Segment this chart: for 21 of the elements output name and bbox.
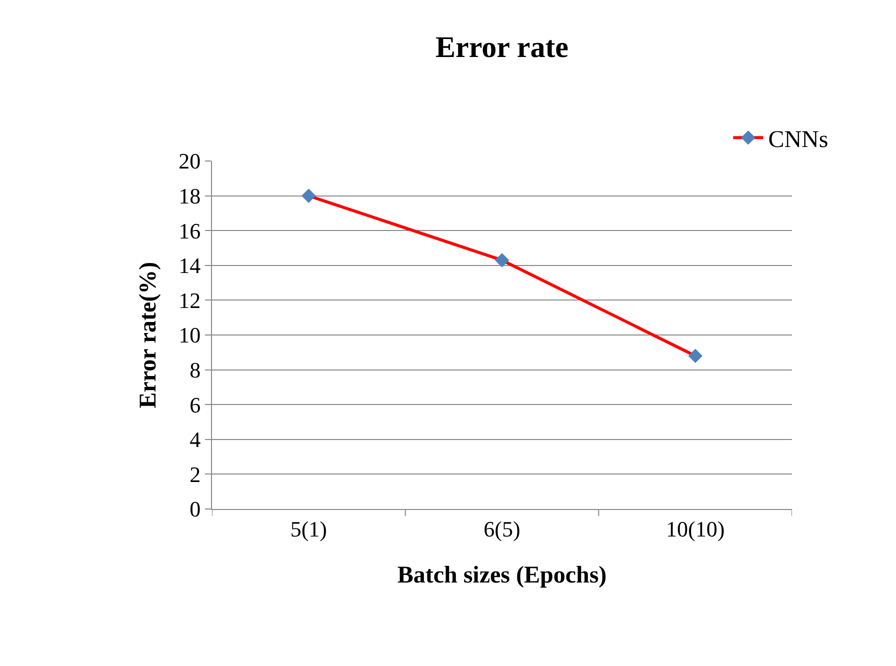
point [688,348,702,364]
y-tick-label: 18 [178,184,201,208]
y-tick-label: 10 [178,322,201,348]
y-tick-label: 0 [190,496,201,522]
x-tick-label: 6(5) [484,516,520,542]
y-tick-label: 12 [178,288,201,313]
y-tick-label: 16 [178,218,201,244]
y-tick-label: 4 [190,427,201,452]
point [494,253,510,268]
y-tick-label: 6 [190,392,201,418]
x-tick-label: 10(10) [666,516,725,542]
y-tick-label: 8 [190,358,201,382]
legend-label: CNNs [768,126,828,153]
y-axis-title: Error rate(%) [136,262,162,408]
chart-title: Error rate [436,31,568,64]
y-tick-label: 20 [178,148,201,174]
point [302,188,316,203]
y-tick-label: 2 [190,462,201,487]
x-axis-title: Batch sizes (Epochs) [397,562,607,589]
y-tick-label: 14 [178,253,201,278]
x-tick-label: 5(1) [290,516,327,542]
